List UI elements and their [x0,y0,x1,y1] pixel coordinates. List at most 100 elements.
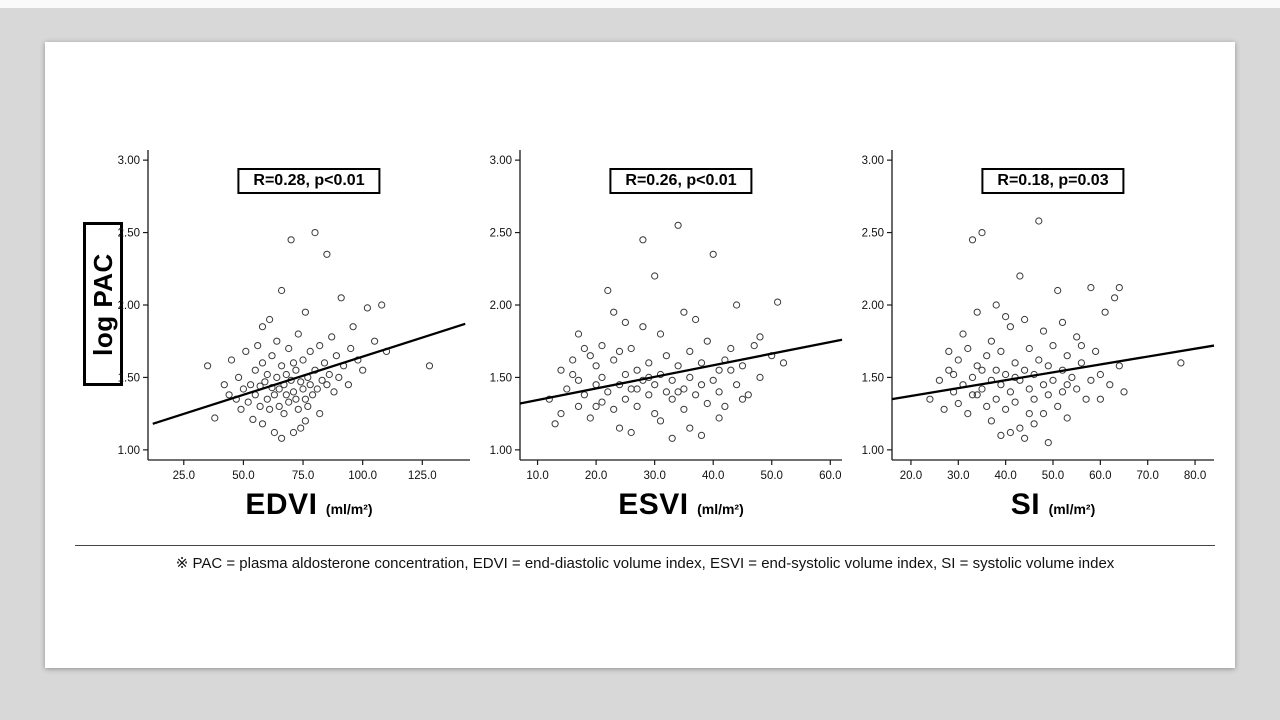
data-point-marker [656,330,665,338]
data-point-marker [258,420,267,428]
data-point-marker [247,381,255,389]
data-point-marker [569,370,577,379]
data-point-marker [633,366,641,374]
data-point-marker [968,373,977,381]
data-point-marker [945,347,953,355]
data-point-marker [1082,395,1090,403]
data-point-marker [299,356,307,364]
data-point-marker [378,301,386,309]
data-point-marker [1011,398,1019,406]
data-point-marker [1016,272,1024,280]
data-point-marker [363,304,371,312]
y-tick-label: 1.00 [862,445,884,457]
data-point-marker [674,221,682,229]
x-axis-title: EDVI [245,488,318,521]
data-point-marker [1106,381,1114,389]
data-point-marker [727,366,735,374]
data-point-marker [973,308,981,316]
data-point-marker [1021,434,1029,442]
data-point-marker [668,395,676,403]
data-point-marker [750,342,758,350]
x-tick-label: 60.0 [819,470,841,482]
data-point-marker [964,410,972,418]
data-point-marker [239,385,247,393]
data-point-marker [299,385,307,393]
data-point-marker [1006,323,1014,331]
data-point-marker [1087,284,1095,292]
data-point-marker [1006,388,1014,396]
x-tick-label: 50.0 [1042,470,1064,482]
data-point-marker [662,388,670,396]
data-point-marker [580,344,589,353]
data-point-marker [1021,366,1029,374]
data-point-marker [697,431,706,439]
data-point-marker [697,381,706,389]
y-tick-label: 1.00 [490,445,512,457]
data-point-marker [371,337,379,345]
data-point-marker [574,330,583,338]
data-point-marker [680,308,688,316]
data-point-marker [316,342,324,350]
data-point-marker [204,362,212,370]
y-tick-label: 2.50 [118,228,140,240]
data-point-marker [1063,414,1071,422]
data-point-marker [604,388,612,396]
scatter-chart: 1.00 1.50 2.00 2.50 3.00 20.0 30.0 40.0 50.0 60.0… [846,138,1218,548]
data-point-marker [1035,217,1043,225]
data-point-marker [301,395,309,403]
data-point-marker [273,337,281,345]
data-point-marker [973,391,981,399]
data-point-marker [926,395,934,403]
data-point-marker [294,405,302,413]
data-point-marker [610,308,618,316]
x-tick-label: 100.0 [348,470,377,482]
charts-row: 1.00 1.50 2.00 2.50 3.00 25.0 50.0 75.0 100.0 125… [102,138,1218,548]
data-point-marker [211,414,219,422]
data-point-marker [1087,376,1095,384]
data-point-marker [289,428,298,437]
data-point-marker [1002,313,1010,321]
data-point-marker [1044,439,1052,447]
data-point-marker [992,301,1000,309]
data-point-marker [258,323,267,331]
data-point-marker [289,388,298,396]
data-point-marker [738,362,747,370]
x-axis-title: SI [1010,488,1041,521]
data-point-marker [621,318,629,326]
data-point-marker [282,391,290,399]
y-tick-label: 2.00 [490,300,512,312]
x-axis-label: ESVI (ml/m²) [474,488,846,522]
y-tick-label: 1.50 [118,372,140,384]
x-axis-label: SI (ml/m²) [846,488,1218,522]
data-point-marker [978,385,986,393]
data-point-marker [715,414,723,422]
x-axis-title: ESVI [618,488,689,521]
data-point-marker [301,417,309,425]
x-tick-label: 80.0 [1184,470,1206,482]
data-point-marker [1030,420,1038,428]
data-point-marker [335,373,343,381]
data-point-marker [1044,362,1052,370]
data-point-marker [668,434,676,442]
correlation-annotation: R=0.18, p=0.03 [981,168,1125,194]
data-point-marker [721,402,729,410]
data-point-marker [263,370,271,379]
data-point-marker [297,424,305,432]
data-point-marker [316,410,324,418]
y-tick-label: 2.50 [490,228,512,240]
data-point-marker [633,402,641,410]
y-tick-label: 1.00 [118,445,140,457]
data-point-marker [337,294,345,302]
data-point-marker [268,352,276,360]
data-point-marker [273,373,281,381]
data-point-marker [251,366,259,374]
data-point-marker [332,352,340,360]
plot-area: 1.00 1.50 2.00 2.50 3.00 25.0 50.0 75.0 100.0 125… [118,150,470,482]
data-point-marker [1044,391,1052,399]
data-point-marker [292,395,300,403]
data-point-marker [651,381,659,389]
data-point-marker [263,395,271,403]
trend-line [891,344,1215,401]
data-point-marker [574,402,583,410]
data-point-marker [1016,424,1024,432]
